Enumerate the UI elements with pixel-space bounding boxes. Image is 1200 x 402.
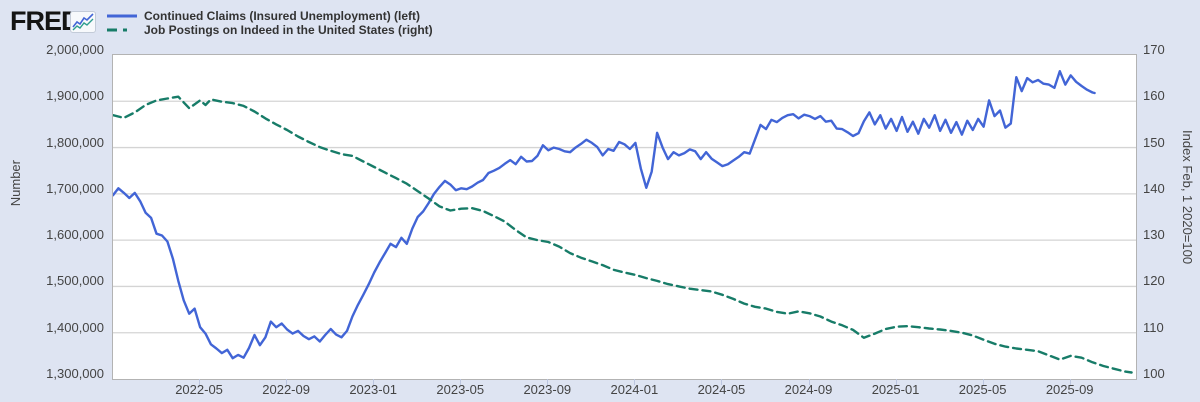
- x-axis-tick-label: 2025-05: [958, 382, 1007, 397]
- chart-canvas: [113, 70, 1136, 374]
- x-axis-tick-mark: [286, 379, 288, 385]
- x-axis-tick-label: 2022-05: [175, 382, 223, 397]
- left-axis-tick-label: 2,000,000: [46, 42, 104, 57]
- x-axis-tick-mark: [547, 379, 549, 385]
- series-line-right[interactable]: [113, 95, 1133, 374]
- chart-legend: Continued Claims (Insured Unemployment) …: [106, 9, 433, 37]
- dashed-line-swatch-icon: [107, 28, 137, 32]
- right-axis-tick-label: 110: [1143, 319, 1164, 335]
- left-axis-title: Number: [8, 160, 23, 207]
- legend-item-continued-claims[interactable]: Continued Claims (Insured Unemployment) …: [106, 9, 433, 23]
- legend-label-job-postings: Job Postings on Indeed in the United Sta…: [144, 23, 433, 37]
- x-axis-tick-mark: [808, 379, 810, 385]
- left-axis-tick-label: 1,600,000: [46, 227, 104, 243]
- left-axis-tick-label: 1,500,000: [46, 273, 104, 289]
- left-axis-tick-label: 1,800,000: [46, 134, 104, 150]
- x-axis-tick-label: 2024-01: [610, 382, 659, 397]
- right-axis-tick-label: 100: [1143, 366, 1165, 381]
- left-axis-tick-label: 1,700,000: [46, 180, 104, 196]
- x-axis-tick-label: 2023-01: [349, 382, 398, 397]
- x-axis-tick-label: 2024-05: [697, 382, 746, 397]
- chart-plot-area[interactable]: [112, 54, 1137, 380]
- legend-item-job-postings[interactable]: Job Postings on Indeed in the United Sta…: [106, 23, 433, 37]
- x-axis-tick-mark: [1069, 379, 1071, 385]
- x-axis-tick-mark: [634, 379, 636, 385]
- right-axis-tick-label: 160: [1143, 88, 1165, 104]
- right-axis-tick-label: 140: [1143, 180, 1165, 196]
- left-axis-tick-label: 1,400,000: [46, 319, 104, 335]
- fred-logo-text: FRED: [10, 6, 80, 36]
- x-axis-tick-mark: [460, 379, 462, 385]
- x-axis-tick-label: 2023-09: [523, 382, 572, 397]
- x-axis-tick-label: 2025-01: [871, 382, 920, 397]
- x-axis-tick-label: 2023-05: [436, 382, 485, 397]
- left-axis-tick-label: 1,300,000: [46, 366, 104, 381]
- x-axis-tick-label: 2022-09: [262, 382, 310, 397]
- right-axis-tick-label: 130: [1143, 227, 1165, 243]
- x-axis-tick-mark: [721, 379, 723, 385]
- x-axis-tick-label: 2025-09: [1045, 382, 1094, 397]
- legend-label-continued-claims: Continued Claims (Insured Unemployment) …: [144, 9, 421, 23]
- x-axis-tick-mark: [199, 379, 201, 385]
- solid-line-swatch-icon: [107, 14, 137, 18]
- x-axis-tick-mark: [982, 379, 984, 385]
- x-axis-tick-mark: [373, 379, 375, 385]
- right-axis-title: Index Feb, 1 2020=100: [1180, 130, 1195, 265]
- right-axis-tick-label: 150: [1143, 134, 1165, 150]
- fred-sparkline-icon: [70, 11, 96, 33]
- x-axis-tick-label: 2024-09: [784, 382, 833, 397]
- right-axis-tick-label: 120: [1143, 273, 1165, 289]
- left-axis-tick-label: 1,900,000: [46, 88, 104, 104]
- series-line-left[interactable]: [113, 70, 1096, 360]
- right-axis-tick-label: 170: [1143, 42, 1165, 57]
- x-axis-tick-mark: [895, 379, 897, 385]
